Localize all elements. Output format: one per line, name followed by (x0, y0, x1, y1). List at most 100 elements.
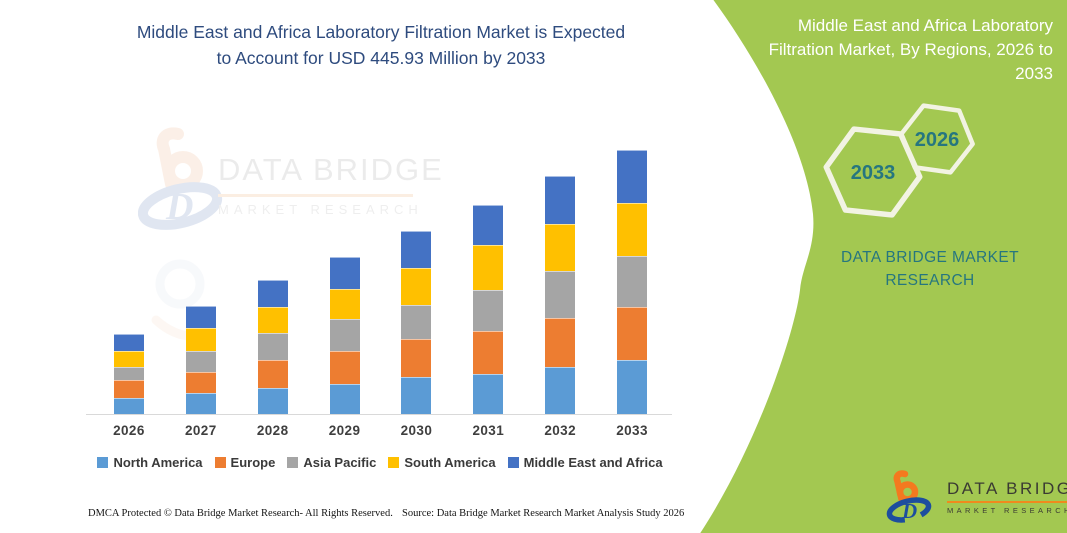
hexagon-2026-icon (899, 103, 975, 175)
x-tick-2028: 2028 (256, 423, 289, 438)
segment-2028-south-america (257, 307, 288, 333)
bar-2029 (329, 257, 360, 414)
segment-2032-europe (545, 318, 576, 368)
segment-2032-asia-pacific (545, 270, 576, 319)
page-title-line1: Middle East and Africa Laboratory Filtra… (136, 22, 626, 42)
segment-2026-europe (113, 379, 144, 398)
legend-item-north-america: North America (97, 455, 203, 470)
legend-item-middle-east-and-africa: Middle East and Africa (507, 455, 663, 470)
legend-swatch-icon (287, 457, 299, 468)
logo-brand: DATA BRIDGE (947, 479, 1067, 498)
segment-2033-middle-east-and-africa (617, 150, 648, 203)
svg-text:D: D (901, 499, 917, 523)
watermark-logo-icon: D (137, 127, 223, 341)
hexagon-badges: 2033 2026 (823, 103, 975, 218)
brand-name-line1: DATA BRIDGE MARKET (840, 249, 1019, 266)
segment-2031-middle-east-and-africa (473, 204, 504, 246)
legend-item-europe: Europe (214, 455, 276, 470)
x-axis-line (86, 414, 672, 415)
watermark-text: DATA BRIDGE MARKET RESEARCH (218, 152, 444, 217)
segment-2033-south-america (617, 202, 648, 257)
watermark-subtitle: MARKET RESEARCH (218, 202, 423, 217)
segment-2031-asia-pacific (473, 289, 504, 332)
stacked-bar-chart (93, 150, 668, 414)
segment-2029-south-america (329, 289, 360, 319)
segment-2028-europe (257, 360, 288, 388)
green-panel-shape (700, 0, 1067, 533)
segment-2029-asia-pacific (329, 318, 360, 351)
segment-2026-north-america (113, 398, 144, 414)
segment-2029-europe (329, 350, 360, 384)
segment-2032-south-america (545, 224, 576, 271)
segment-2030-south-america (401, 268, 432, 306)
segment-2031-europe (473, 331, 504, 374)
segment-2032-north-america (545, 367, 576, 414)
x-tick-2031: 2031 (472, 423, 505, 438)
logo-subtitle: MARKET RESEARCH (947, 506, 1067, 515)
bar-2031 (473, 204, 504, 414)
logo-text: DATA BRIDGE MARKET RESEARCH (947, 479, 1067, 515)
chart-legend: North America Europe Asia Pacific South Ame… (60, 455, 700, 470)
panel-title-line2: Filtration Market, By Regions, 2026 to (768, 39, 1053, 59)
x-tick-2030: 2030 (400, 423, 433, 438)
source-note: Source: Data Bridge Market Research Mark… (402, 508, 685, 519)
segment-2033-north-america (617, 360, 648, 414)
bar-2033 (617, 150, 648, 414)
watermark: D DATA BRIDGE MARKET RESEARCH (137, 124, 508, 359)
segment-2027-middle-east-and-africa (185, 306, 216, 329)
legend-label: South America (404, 455, 496, 470)
segment-2030-europe (401, 338, 432, 378)
segment-2027-asia-pacific (185, 350, 216, 372)
svg-text:D: D (165, 186, 193, 228)
panel-title: Middle East and Africa Laboratory Filtra… (742, 14, 1053, 85)
watermark-brand: DATA BRIDGE (218, 152, 444, 187)
legend-item-asia-pacific: Asia Pacific (287, 455, 376, 470)
logo-underline (947, 501, 1067, 503)
segment-2028-asia-pacific (257, 333, 288, 360)
bar-2030 (401, 230, 432, 414)
x-tick-2029: 2029 (328, 423, 361, 438)
x-tick-2026: 2026 (113, 423, 145, 438)
legend-swatch-icon (388, 457, 400, 468)
bar-2027 (185, 306, 216, 414)
page-title-line2: to Account for USD 445.93 Million by 203… (216, 48, 546, 69)
legend-label: Middle East and Africa (523, 455, 663, 470)
watermark-underline (218, 194, 413, 197)
databridge-logo: D DATA BRIDGE MARKET RESEARCH (884, 468, 1067, 526)
legend-label: Europe (230, 455, 276, 470)
databridge-logo-icon: D (886, 470, 932, 523)
page-title: Middle East and Africa Laboratory Filtra… (101, 19, 661, 72)
x-axis-labels: 2026 2027 2028 2029 2030 2031 2032 2033 (93, 423, 668, 438)
x-tick-2033: 2033 (616, 423, 648, 438)
segment-2026-asia-pacific (113, 367, 144, 380)
segment-2030-middle-east-and-africa (401, 230, 432, 269)
segment-2027-north-america (185, 393, 216, 414)
segment-2033-asia-pacific (617, 256, 648, 307)
segment-2030-north-america (401, 377, 432, 414)
segment-2027-south-america (185, 328, 216, 351)
segment-2030-asia-pacific (401, 305, 432, 339)
legend-swatch-icon (214, 457, 226, 468)
segment-2026-south-america (113, 350, 144, 368)
legend-swatch-icon (507, 457, 519, 468)
legend-label: North America (113, 455, 203, 470)
legend-swatch-icon (97, 457, 109, 468)
segment-2031-north-america (473, 374, 504, 414)
segment-2029-north-america (329, 383, 360, 414)
panel-title-line3: 2033 (1015, 63, 1053, 83)
segment-2031-south-america (473, 245, 504, 290)
hexagon-2026-label: 2026 (915, 129, 960, 151)
brand-name-line2: RESEARCH (885, 272, 975, 290)
x-tick-2027: 2027 (184, 423, 217, 438)
segment-2028-north-america (257, 387, 288, 414)
segment-2033-europe (617, 306, 648, 360)
dmca-note: DMCA Protected © Data Bridge Market Rese… (88, 508, 393, 519)
segment-2028-middle-east-and-africa (257, 280, 288, 307)
brand-name: DATA BRIDGE MARKET RESEARCH (810, 246, 1050, 293)
legend-item-south-america: South America (388, 455, 496, 470)
bar-2028 (257, 280, 288, 414)
panel-title-line1: Middle East and Africa Laboratory (797, 16, 1053, 35)
segment-2026-middle-east-and-africa (113, 334, 144, 351)
